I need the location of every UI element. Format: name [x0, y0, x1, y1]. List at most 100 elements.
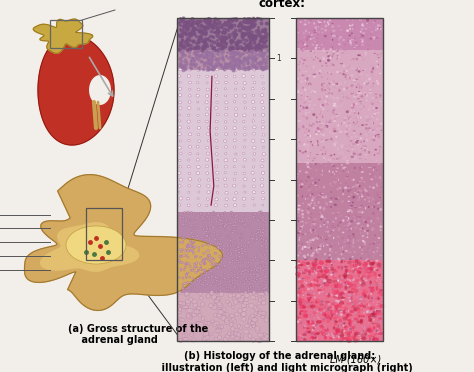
Ellipse shape: [182, 284, 183, 286]
Ellipse shape: [345, 322, 346, 325]
Ellipse shape: [326, 317, 331, 320]
Ellipse shape: [193, 246, 194, 248]
Ellipse shape: [373, 311, 375, 313]
Ellipse shape: [233, 286, 236, 288]
Ellipse shape: [350, 313, 354, 314]
Ellipse shape: [251, 171, 254, 174]
Ellipse shape: [333, 130, 337, 132]
Ellipse shape: [251, 237, 254, 240]
Ellipse shape: [234, 204, 237, 206]
Ellipse shape: [251, 271, 253, 273]
Ellipse shape: [353, 132, 355, 134]
Ellipse shape: [325, 62, 327, 64]
Ellipse shape: [370, 261, 375, 265]
Ellipse shape: [189, 333, 194, 336]
Ellipse shape: [321, 28, 323, 29]
Ellipse shape: [198, 322, 204, 327]
Ellipse shape: [185, 292, 190, 296]
Ellipse shape: [242, 270, 244, 272]
Ellipse shape: [219, 278, 221, 280]
Ellipse shape: [324, 301, 330, 303]
Ellipse shape: [317, 251, 319, 254]
Ellipse shape: [204, 279, 207, 281]
Ellipse shape: [349, 299, 351, 302]
Ellipse shape: [336, 81, 338, 83]
Ellipse shape: [301, 143, 304, 145]
Ellipse shape: [184, 223, 187, 225]
Ellipse shape: [355, 279, 359, 283]
Ellipse shape: [320, 269, 323, 273]
Ellipse shape: [248, 319, 251, 324]
Ellipse shape: [321, 334, 323, 337]
Ellipse shape: [310, 301, 312, 304]
Ellipse shape: [195, 310, 200, 314]
Ellipse shape: [325, 153, 326, 155]
Ellipse shape: [186, 314, 190, 318]
Ellipse shape: [367, 217, 370, 219]
Ellipse shape: [203, 259, 206, 262]
Text: (b) Histology of the adrenal gland:
    illustration (left) and light micrograph: (b) Histology of the adrenal gland: illu…: [147, 351, 412, 372]
Ellipse shape: [359, 18, 362, 21]
Ellipse shape: [376, 28, 378, 29]
Ellipse shape: [257, 234, 260, 236]
Ellipse shape: [254, 256, 256, 259]
Ellipse shape: [251, 295, 255, 299]
Ellipse shape: [352, 286, 355, 290]
Ellipse shape: [353, 309, 355, 310]
Ellipse shape: [256, 236, 258, 238]
Ellipse shape: [249, 324, 252, 329]
Ellipse shape: [321, 174, 323, 176]
Ellipse shape: [356, 320, 362, 323]
Ellipse shape: [360, 166, 363, 167]
Ellipse shape: [219, 292, 224, 296]
Ellipse shape: [238, 232, 241, 234]
Ellipse shape: [196, 217, 199, 219]
Ellipse shape: [212, 322, 217, 327]
Ellipse shape: [328, 41, 332, 43]
Ellipse shape: [378, 98, 380, 99]
Ellipse shape: [347, 65, 349, 68]
Ellipse shape: [365, 207, 366, 209]
Ellipse shape: [330, 87, 331, 89]
Ellipse shape: [354, 167, 356, 170]
Ellipse shape: [368, 206, 369, 208]
Ellipse shape: [312, 316, 315, 317]
Ellipse shape: [298, 128, 300, 131]
Ellipse shape: [335, 319, 337, 321]
Ellipse shape: [357, 77, 360, 78]
Ellipse shape: [230, 278, 232, 279]
Ellipse shape: [361, 310, 363, 311]
Ellipse shape: [374, 37, 375, 40]
Ellipse shape: [235, 242, 237, 243]
Ellipse shape: [228, 294, 233, 298]
Ellipse shape: [370, 335, 372, 336]
Ellipse shape: [216, 68, 219, 71]
Ellipse shape: [231, 230, 233, 231]
Ellipse shape: [354, 251, 356, 253]
Ellipse shape: [367, 307, 369, 308]
Ellipse shape: [379, 312, 381, 314]
Ellipse shape: [333, 269, 336, 272]
Ellipse shape: [228, 252, 230, 254]
Ellipse shape: [319, 163, 322, 164]
Ellipse shape: [219, 247, 221, 250]
Ellipse shape: [372, 130, 375, 131]
Ellipse shape: [343, 93, 344, 95]
Ellipse shape: [346, 79, 347, 80]
Ellipse shape: [328, 53, 329, 55]
Ellipse shape: [378, 309, 380, 312]
Ellipse shape: [358, 222, 361, 224]
Ellipse shape: [373, 322, 375, 323]
Ellipse shape: [351, 269, 356, 273]
Ellipse shape: [238, 289, 241, 291]
Ellipse shape: [261, 300, 266, 305]
Ellipse shape: [353, 153, 356, 155]
Text: (a) Gross structure of the
    adrenal gland: (a) Gross structure of the adrenal gland: [68, 324, 208, 345]
Ellipse shape: [191, 327, 196, 332]
Ellipse shape: [328, 243, 331, 246]
Ellipse shape: [318, 20, 319, 22]
Ellipse shape: [186, 287, 188, 289]
Ellipse shape: [341, 298, 345, 300]
Ellipse shape: [346, 273, 349, 275]
Ellipse shape: [374, 110, 378, 113]
